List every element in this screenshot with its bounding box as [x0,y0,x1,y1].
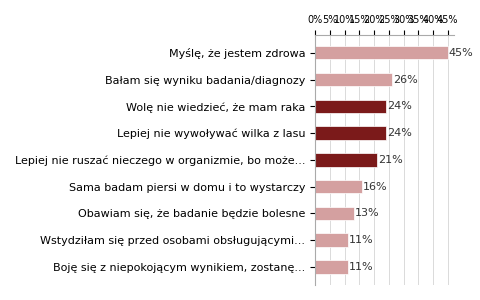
Bar [315,73,392,86]
Text: 26%: 26% [393,75,418,85]
Text: 24%: 24% [387,101,412,111]
Bar [315,180,362,193]
Text: 11%: 11% [348,262,373,272]
Bar [315,233,348,247]
Bar [315,46,448,59]
Text: 24%: 24% [387,128,412,138]
Bar [315,207,354,220]
Text: 11%: 11% [348,235,373,245]
Text: 21%: 21% [378,155,403,165]
Text: 13%: 13% [354,208,379,218]
Text: 16%: 16% [363,182,388,192]
Text: 45%: 45% [449,48,473,58]
Bar [315,126,386,140]
Bar [315,153,377,167]
Bar [315,260,348,274]
Bar [315,100,386,113]
